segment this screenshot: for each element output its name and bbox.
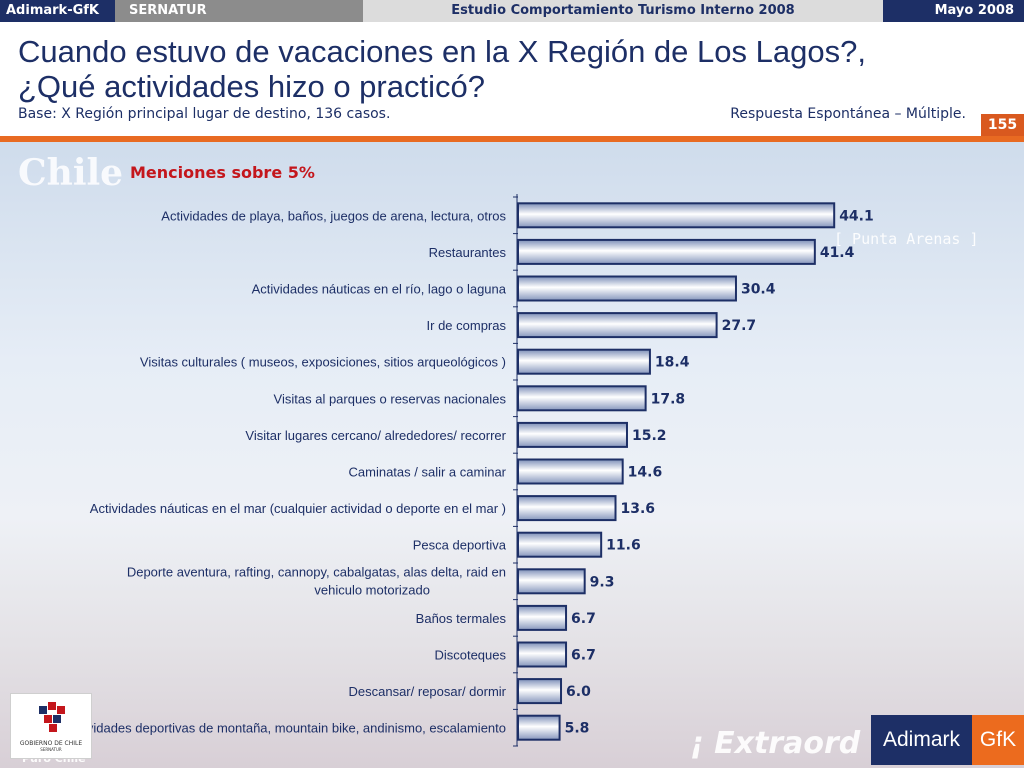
study-title: Estudio Comportamiento Turismo Interno 2… (363, 0, 883, 22)
client-label: SERNATUR (115, 0, 363, 22)
data-bar (517, 714, 561, 741)
report-date: Mayo 2008 (883, 0, 1024, 22)
background-extraordinario-text: ¡ Extraord (690, 726, 861, 761)
gov-emblem-icon (39, 702, 65, 732)
category-label: Ir de compras (427, 318, 507, 333)
category-label: Visitar lugares cercano/ alrededores/ re… (245, 428, 506, 443)
value-label: 14.6 (628, 465, 663, 481)
data-bar (517, 312, 718, 339)
gobierno-de-chile-logo: GOBIERNO DE CHILE SERNATUR (10, 693, 92, 759)
slide-title-line-2: ¿Qué actividades hizo o practicó? (18, 69, 485, 104)
data-bar (517, 275, 737, 302)
category-label: Pesca deportiva (413, 538, 507, 553)
value-label: 5.8 (565, 721, 590, 737)
category-label: Baños termales (416, 611, 507, 626)
value-label: 15.2 (632, 428, 667, 444)
value-label: 11.6 (606, 538, 641, 554)
data-bar (517, 385, 647, 412)
page-number: 155 (981, 114, 1024, 136)
category-label: Descansar/ reposar/ dormir (349, 684, 507, 699)
adimark-logo-text: Adimark (871, 715, 972, 765)
chart-title: Menciones sobre 5% (130, 163, 315, 182)
response-type: Respuesta Espontánea – Múltiple. (730, 106, 966, 122)
value-label: 13.6 (621, 501, 656, 517)
top-bar: Adimark-GfK SERNATUR Estudio Comportamie… (0, 0, 1024, 22)
header-divider (0, 136, 1024, 142)
slide-title-line-1: Cuando estuvo de vacaciones en la X Regi… (18, 34, 866, 69)
gfk-logo-text: GfK (972, 715, 1024, 765)
data-bar (517, 421, 628, 448)
value-label: 18.4 (655, 355, 690, 371)
value-label: 30.4 (741, 282, 776, 298)
value-label: 9.3 (590, 574, 615, 590)
category-label: Visitas al parques o reservas nacionales (274, 391, 507, 406)
data-bar (517, 641, 568, 668)
chart-area: Chile [ Punta Arenas ] ¡ Extraord Puro C… (0, 142, 1024, 768)
category-label: Deporte aventura, rafting, cannopy, caba… (127, 564, 506, 597)
slide-title: Cuando estuvo de vacaciones en la X Regi… (18, 34, 998, 104)
value-label: 6.0 (566, 684, 591, 700)
background-punta-arenas-text: [ Punta Arenas ] (834, 230, 979, 248)
adimark-gfk-logo: Adimark GfK (871, 715, 1024, 765)
value-label: 6.7 (571, 611, 596, 627)
category-label: Actividades náuticas en el río, lago o l… (252, 282, 507, 297)
value-label: 6.7 (571, 648, 596, 664)
gov-logo-subtext: SERNATUR (40, 747, 62, 752)
data-bar (517, 678, 563, 705)
sample-base: Base: X Región principal lugar de destin… (18, 106, 391, 122)
value-label: 27.7 (722, 318, 757, 334)
gov-logo-text: GOBIERNO DE CHILE (19, 740, 83, 747)
bar-chart: Menciones sobre 5% Actividades de playa,… (65, 163, 874, 747)
data-bar (517, 348, 651, 375)
data-bar (517, 568, 586, 595)
category-label: Actividades deportivas de montaña, mount… (65, 721, 506, 736)
category-label: Restaurantes (429, 245, 507, 260)
category-label: Caminatas / salir a caminar (349, 465, 507, 480)
slide-header: Cuando estuvo de vacaciones en la X Regi… (0, 22, 1024, 142)
data-bar (517, 531, 603, 558)
data-bar (517, 495, 617, 522)
value-label: 41.4 (820, 245, 855, 261)
category-label: Discoteques (434, 648, 506, 663)
value-label: 44.1 (839, 208, 874, 224)
data-bar (517, 604, 568, 631)
data-bar (517, 202, 836, 229)
brand-label: Adimark-GfK (0, 0, 115, 22)
category-label: Actividades de playa, baños, juegos de a… (161, 208, 506, 223)
value-label: 17.8 (651, 391, 686, 407)
data-bar (517, 458, 624, 485)
category-label: Actividades náuticas en el mar (cualquie… (90, 501, 506, 516)
background-chile-text: Chile (18, 152, 124, 194)
data-bar (517, 238, 816, 265)
category-label: Visitas culturales ( museos, exposicione… (140, 355, 506, 370)
